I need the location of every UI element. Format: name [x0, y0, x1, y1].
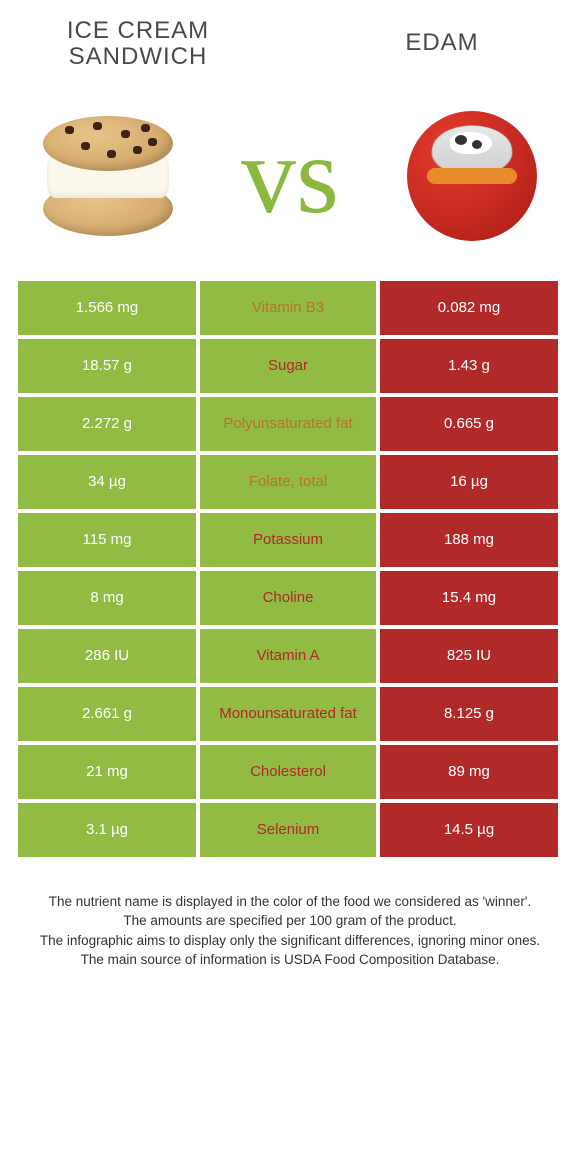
nutrient-label: Potassium [200, 513, 376, 567]
right-value: 1.43 g [380, 339, 558, 393]
right-value: 8.125 g [380, 687, 558, 741]
right-value: 0.665 g [380, 397, 558, 451]
nutrient-label: Vitamin A [200, 629, 376, 683]
table-row: 286 IUVitamin A825 IU [18, 629, 562, 683]
nutrient-label: Cholesterol [200, 745, 376, 799]
left-value: 1.566 mg [18, 281, 196, 335]
table-row: 3.1 µgSelenium14.5 µg [18, 803, 562, 857]
nutrient-label: Sugar [200, 339, 376, 393]
left-value: 21 mg [18, 745, 196, 799]
nutrient-label: Folate, total [200, 455, 376, 509]
footnote-line: The infographic aims to display only the… [28, 931, 552, 951]
right-value: 14.5 µg [380, 803, 558, 857]
left-value: 2.661 g [18, 687, 196, 741]
left-value: 34 µg [18, 455, 196, 509]
table-row: 115 mgPotassium188 mg [18, 513, 562, 567]
right-value: 188 mg [380, 513, 558, 567]
table-row: 18.57 gSugar1.43 g [18, 339, 562, 393]
right-value: 0.082 mg [380, 281, 558, 335]
table-row: 21 mgCholesterol89 mg [18, 745, 562, 799]
table-row: 1.566 mgVitamin B30.082 mg [18, 281, 562, 335]
nutrient-label: Vitamin B3 [200, 281, 376, 335]
table-row: 34 µgFolate, total16 µg [18, 455, 562, 509]
footnote-line: The amounts are specified per 100 gram o… [28, 911, 552, 931]
footnotes: The nutrient name is displayed in the co… [18, 892, 562, 970]
table-row: 2.272 gPolyunsaturated fat0.665 g [18, 397, 562, 451]
header: ICE CREAM SANDWICH EDAM [18, 18, 562, 81]
nutrient-label: Selenium [200, 803, 376, 857]
right-value: 16 µg [380, 455, 558, 509]
edam-cheese-image [392, 101, 552, 251]
nutrient-label: Polyunsaturated fat [200, 397, 376, 451]
footnote-line: The main source of information is USDA F… [28, 950, 552, 970]
ice-cream-sandwich-image [28, 101, 188, 251]
right-value: 89 mg [380, 745, 558, 799]
table-row: 8 mgCholine15.4 mg [18, 571, 562, 625]
footnote-line: The nutrient name is displayed in the co… [28, 892, 552, 912]
nutrient-label: Choline [200, 571, 376, 625]
left-value: 3.1 µg [18, 803, 196, 857]
right-food-title: EDAM [342, 18, 542, 71]
table-row: 2.661 gMonounsaturated fat8.125 g [18, 687, 562, 741]
right-value: 825 IU [380, 629, 558, 683]
left-value: 2.272 g [18, 397, 196, 451]
vs-text: vs [241, 112, 339, 239]
left-food-title: ICE CREAM SANDWICH [38, 18, 238, 71]
left-value: 8 mg [18, 571, 196, 625]
nutrition-table: 1.566 mgVitamin B30.082 mg18.57 gSugar1.… [18, 281, 562, 857]
left-value: 115 mg [18, 513, 196, 567]
left-value: 286 IU [18, 629, 196, 683]
nutrient-label: Monounsaturated fat [200, 687, 376, 741]
images-row: vs [18, 81, 562, 281]
right-value: 15.4 mg [380, 571, 558, 625]
left-value: 18.57 g [18, 339, 196, 393]
